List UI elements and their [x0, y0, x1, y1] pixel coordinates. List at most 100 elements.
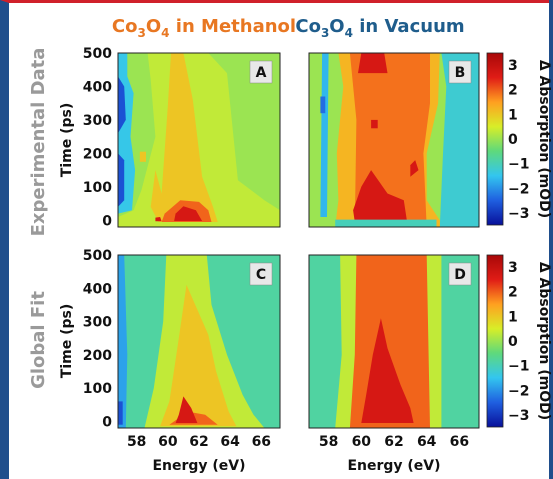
y-tick-label: 300: [83, 315, 112, 331]
y-tick-label: 200: [83, 146, 112, 162]
colorbar-label: Δ Absorption (mOD): [536, 60, 552, 218]
contour-region: [160, 284, 237, 427]
panel-label-box: [448, 60, 472, 84]
colorbar-tick-label: 0: [508, 132, 518, 148]
contour-region: [361, 318, 414, 423]
contour-region: [118, 153, 125, 207]
contour-region: [174, 206, 203, 221]
colorbar-tick-label: −3: [508, 408, 529, 424]
x-tick-label: 66: [450, 434, 469, 450]
contour-region: [155, 217, 162, 222]
panel-border: [117, 254, 281, 429]
x-tick-label: 62: [189, 434, 208, 450]
row-title-experimental: Experimental Data: [28, 48, 49, 237]
colorbar-scale: [486, 52, 504, 226]
colorbar-tick-label: −1: [508, 157, 529, 173]
x-ticks-right: 58 60 62 64 66: [319, 434, 469, 450]
formula-part: Co: [295, 16, 321, 37]
colorbar-tick-label: 1: [508, 309, 518, 325]
contour-region: [320, 96, 326, 114]
contour-region: [410, 160, 419, 177]
colorbar-bottom: 3 2 1 0 −1 −2 −3 Δ Absorption (mOD): [486, 254, 552, 428]
x-tick-label: 58: [319, 434, 338, 450]
title-text: in Methanol: [170, 16, 297, 37]
contour-region: [118, 255, 128, 428]
x-axis-label-left: Energy (eV): [152, 458, 245, 474]
x-axis-label-right: Energy (eV): [347, 458, 440, 474]
column-title-vacuum: Co3O4 in Vacuum: [295, 16, 464, 40]
colorbar-tick-label: 2: [508, 285, 518, 301]
y-ticks-top: 0 100 200 300 400 500: [83, 46, 112, 229]
y-tick-label: 100: [83, 381, 112, 397]
contour-region: [353, 170, 408, 222]
x-tick-label: 58: [127, 434, 146, 450]
formula-subscript: 3: [137, 26, 145, 40]
panel-label-box: [448, 262, 472, 286]
colorbar-tick-label: 2: [508, 83, 518, 99]
formula-part: O: [329, 16, 344, 37]
x-tick-label: 64: [220, 434, 240, 450]
y-tick-label: 0: [102, 213, 112, 229]
colorbar-scale: [486, 254, 504, 428]
panel-border: [117, 52, 281, 228]
x-tick-label: 66: [252, 434, 271, 450]
contour-region: [175, 396, 198, 423]
formula-part: Co: [112, 16, 138, 37]
colorbar-tick-label: −1: [508, 359, 529, 375]
formula-subscript: 4: [345, 26, 353, 40]
x-tick-label: 62: [384, 434, 403, 450]
y-tick-label: 200: [83, 348, 112, 364]
panel-border: [308, 52, 480, 228]
y-axis-label-bottom: Time (ps): [59, 304, 75, 378]
x-tick-label: 60: [352, 434, 372, 450]
formula-subscript: 4: [161, 26, 169, 40]
colorbar-tick-label: −3: [508, 206, 529, 222]
colorbar-top: 3 2 1 0 −1 −2 −3 Δ Absorption (mOD): [486, 52, 552, 226]
contour-region: [139, 151, 146, 162]
y-tick-label: 500: [83, 248, 112, 264]
contour-region: [118, 401, 123, 425]
contour-region: [118, 76, 126, 134]
panel-label-box: [249, 262, 273, 286]
column-title-methanol: Co3O4 in Methanol: [112, 16, 296, 40]
formula-part: O: [146, 16, 161, 37]
y-tick-label: 400: [83, 281, 112, 297]
formula-subscript: 3: [321, 26, 329, 40]
panel-c-methanol-fit: C: [117, 254, 281, 429]
y-tick-label: 0: [102, 414, 112, 430]
contour-region: [439, 53, 479, 227]
x-tick-label: 60: [158, 434, 178, 450]
colorbar-tick-label: 3: [508, 260, 518, 276]
contour-region: [150, 53, 218, 222]
x-tick-label: 64: [417, 434, 437, 450]
y-axis-label-top: Time (ps): [59, 103, 75, 177]
colorbar-tick-label: 0: [508, 334, 518, 350]
y-tick-label: 100: [83, 180, 112, 196]
y-tick-label: 500: [83, 46, 112, 62]
contour-region: [335, 219, 437, 227]
contour-region: [371, 119, 378, 129]
title-text: in Vacuum: [353, 16, 465, 37]
colorbar-tick-label: 3: [508, 58, 518, 74]
colorbar-label: Δ Absorption (mOD): [536, 262, 552, 420]
panel-border: [308, 254, 480, 429]
panel-label: A: [256, 65, 267, 81]
panel-label: C: [256, 267, 266, 283]
colorbar-tick-label: −2: [508, 383, 529, 399]
panel-label: B: [455, 65, 466, 81]
panel-label: D: [454, 267, 466, 283]
contour-region: [358, 53, 388, 74]
contour-region: [320, 53, 329, 217]
y-tick-label: 300: [83, 113, 112, 129]
panel-label-box: [249, 60, 273, 84]
row-title-global-fit: Global Fit: [28, 291, 49, 389]
heatmap-area: [309, 255, 479, 428]
colorbar-tick-label: −2: [508, 181, 529, 197]
panel-b-vacuum-experimental: B: [308, 52, 480, 228]
figure-frame-right-edge: [549, 0, 553, 479]
y-ticks-bottom: 0 100 200 300 400 500: [83, 248, 112, 430]
panel-a-methanol-experimental: A: [117, 52, 281, 228]
colorbar-tick-label: 1: [508, 107, 518, 123]
